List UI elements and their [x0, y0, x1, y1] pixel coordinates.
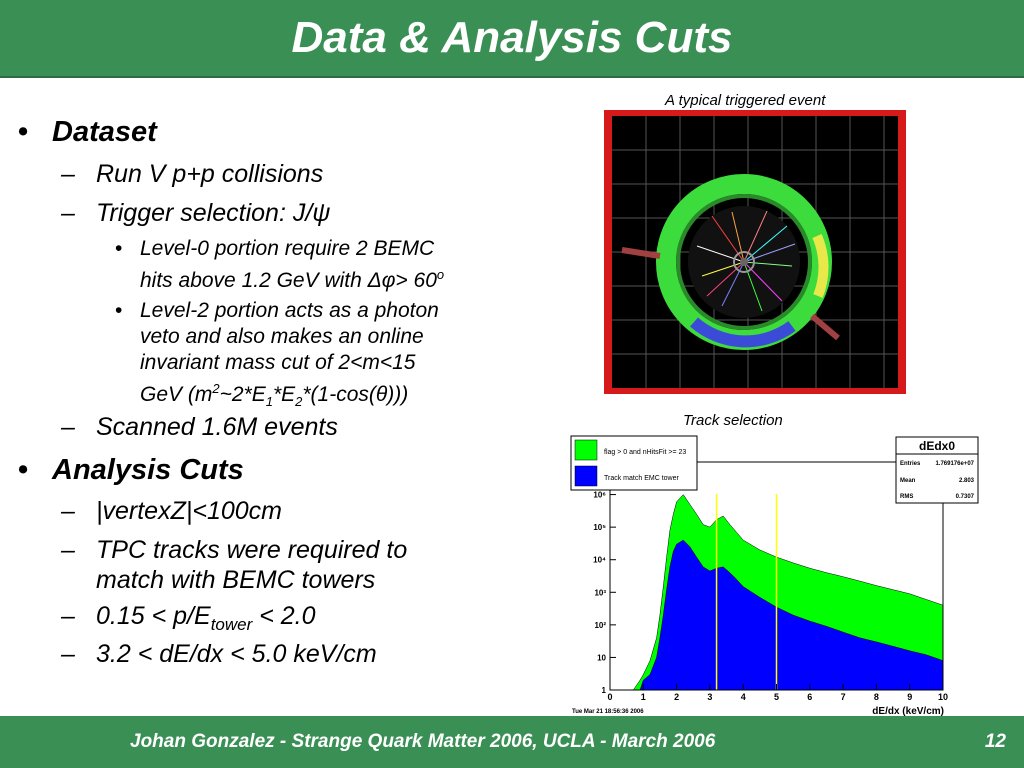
legend-swatch-green [574, 439, 598, 461]
legend-label-1: flag > 0 and nHitsFit >= 23 [604, 449, 686, 456]
bullet-dataset-label: Dataset [52, 116, 157, 148]
x-tick-label: 3 [707, 692, 712, 702]
y-tick-label: 10⁵ [593, 523, 606, 532]
y-tick-label: 1 [602, 686, 607, 695]
y-tick-label: 10⁴ [593, 556, 606, 565]
event-caption: A typical triggered event [665, 92, 826, 109]
event-display [612, 116, 898, 388]
sub-bullet-vertex-text: |vertexZ|<100cm [96, 497, 282, 525]
histogram-panel: 01234567891011010²10³10⁴10⁵10⁶10⁷ dE/dx … [568, 432, 988, 717]
stats-mean-label: Mean [900, 478, 916, 484]
x-tick-label: 0 [607, 692, 612, 702]
title-bar [0, 0, 1024, 78]
sub-sub-bullet-level2: • Level-2 portion acts as a photon veto … [115, 298, 439, 415]
sub-bullet-trigger: – Trigger selection: J/ψ [61, 199, 331, 227]
slide-title: Data & Analysis Cuts [291, 13, 733, 62]
event-display-graphic [612, 116, 898, 388]
sub-bullet-run-text: Run V p+p collisions [96, 160, 324, 188]
y-tick-label: 10² [594, 621, 606, 630]
x-tick-label: 10 [938, 692, 948, 702]
sub-bullet-pe: –0.15 < p/Etower < 2.0 [61, 602, 316, 634]
sub-bullet-tpc: – TPC tracks were required to match with … [61, 536, 408, 594]
footer-bar: Johan Gonzalez - Strange Quark Matter 20… [0, 716, 1024, 768]
sub-bullet-vertex: – |vertexZ|<100cm [61, 497, 282, 525]
stats-mean-value: 2.803 [959, 478, 975, 484]
stats-entries-label: Entries [900, 461, 921, 467]
dedx-histogram: 01234567891011010²10³10⁴10⁵10⁶10⁷ dE/dx … [570, 435, 979, 717]
level0-line1: Level-0 portion require 2 BEMC [140, 237, 435, 260]
stats-rms-label: RMS [900, 494, 913, 500]
sub-bullet-dedx: –3.2 < dE/dx < 5.0 keV/cm [61, 640, 377, 668]
y-tick-label: 10³ [594, 588, 606, 597]
level2-line3: invariant mass cut of 2<m<15 [140, 351, 416, 374]
level2-line4: GeV (m2~2*E1*E2*(1-cos(θ))) [140, 381, 409, 410]
timestamp: Tue Mar 21 18:56:36 2006 [572, 709, 644, 715]
bullet-list: • Dataset – Run V p+p collisions – Trigger… [0, 0, 560, 700]
legend: flag > 0 and nHitsFit >= 23 Track match … [570, 435, 698, 491]
page-number: 12 [984, 731, 1006, 752]
legend-label-2: Track match EMC tower [604, 475, 679, 482]
level2-line2: veto and also makes an online [140, 325, 424, 348]
sub-bullet-dedx-text: 3.2 < dE/dx < 5.0 keV/cm [96, 640, 377, 668]
bullet-analysis-label: Analysis Cuts [52, 454, 244, 486]
sub-bullet-tpc-line1: TPC tracks were required to [96, 536, 408, 564]
x-tick-label: 7 [841, 692, 846, 702]
y-tick-label: 10 [597, 653, 606, 662]
footer-text: Johan Gonzalez - Strange Quark Matter 20… [130, 731, 716, 752]
bullet-analysis: • Analysis Cuts [18, 454, 244, 487]
sub-bullet-trigger-text: Trigger selection: J/ψ [96, 199, 331, 227]
x-axis-label: dE/dx (keV/cm) [872, 706, 944, 716]
sub-bullet-scanned: – Scanned 1.6M events [61, 413, 338, 441]
bullet-dot: • [18, 454, 29, 486]
histogram-series-2 [633, 539, 944, 691]
legend-swatch-blue [574, 465, 598, 487]
x-tick-label: 9 [907, 692, 912, 702]
y-tick-label: 10⁶ [593, 491, 606, 500]
x-tick-label: 8 [874, 692, 879, 702]
level2-line1: Level-2 portion acts as a photon [140, 299, 439, 322]
histogram-caption: Track selection [683, 412, 783, 429]
sub-bullet-tpc-line2: match with BEMC towers [96, 566, 376, 594]
x-tick-label: 1 [641, 692, 646, 702]
histogram-title: dEdx0 [919, 439, 955, 453]
stats-entries-value: 1.769176e+07 [935, 461, 974, 467]
x-tick-label: 6 [807, 692, 812, 702]
stats-rms-value: 0.7307 [956, 494, 975, 500]
sub-bullet-run: – Run V p+p collisions [61, 160, 324, 188]
x-tick-label: 4 [741, 692, 746, 702]
bullet-dataset: • Dataset [18, 116, 157, 149]
event-display-frame [604, 110, 906, 394]
sub-sub-bullet-level0: • Level-0 portion require 2 BEMC hits ab… [115, 237, 445, 292]
bullet-dot: • [18, 116, 29, 148]
level0-line2: hits above 1.2 GeV with Δφ> 60o [140, 267, 445, 292]
x-tick-label: 2 [674, 692, 679, 702]
x-tick-label: 5 [774, 692, 779, 702]
sub-bullet-scanned-text: Scanned 1.6M events [96, 413, 338, 441]
stats-box: dEdx0 Entries 1.769176e+07 Mean 2.803 RM… [895, 436, 979, 504]
